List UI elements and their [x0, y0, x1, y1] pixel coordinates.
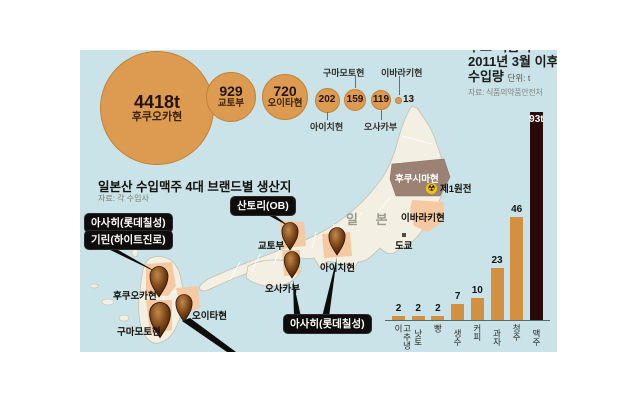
ibaraki-label: 이바라키현	[401, 213, 445, 224]
import-bubble: 720 오이타현	[262, 74, 308, 120]
bar-value-label: 46	[511, 203, 523, 215]
bar-value-label: 23	[491, 255, 503, 267]
bar-value-label: 7	[454, 291, 461, 303]
island	[101, 298, 115, 306]
island	[118, 314, 130, 322]
pin-fukuoka	[149, 266, 169, 298]
pin-kumamoto	[149, 302, 171, 339]
import-bubble: 929 교토부	[206, 72, 256, 122]
pin-oita	[175, 294, 193, 323]
pin-label-oita: 오이타현	[192, 311, 227, 322]
bubble-label-osaka: 오사카부	[364, 122, 398, 132]
tokyo-label: 도쿄	[395, 241, 413, 252]
bar-category-label: 빵	[432, 324, 443, 333]
bubble-label-kumamoto: 구마모토현	[323, 68, 365, 78]
bar-낫토	[411, 315, 425, 320]
bar-category-label: 고추냉이	[393, 324, 413, 350]
bar-category-label: 과자	[492, 329, 502, 346]
chart-title-clipped: 주요 식품의	[468, 50, 557, 55]
pin-aichi	[328, 227, 346, 256]
bar-value-label: 10	[471, 284, 483, 296]
bar-category-label: 청주	[511, 324, 522, 341]
fukushima-label: 후쿠시마현	[395, 174, 439, 185]
tokyo-marker	[402, 233, 406, 237]
bubble-label-aichi: 아이치현	[310, 122, 344, 132]
import-bubble: 202	[314, 87, 340, 113]
import-bubble: 159	[344, 89, 366, 111]
pin-kyoto	[281, 222, 299, 251]
bar-빵	[431, 315, 445, 320]
pin-label-kumamoto: 구마모토현	[117, 327, 161, 338]
brand-box-asahi-lotte-2: 아사히(롯데칠성)	[284, 315, 371, 333]
infographic-canvas: 4418t 후쿠오카현 929 교토부 720 오이타현 202 159 119 13 구마모토현…	[80, 50, 557, 352]
bubble-label-ibaraki: 이바라키현	[381, 68, 423, 78]
brand-box-asahi-lotte: 아사히(롯데칠성)	[85, 214, 172, 232]
bar-커피	[470, 297, 484, 320]
pin-label-osaka: 오사카부	[265, 284, 300, 295]
pin-label-aichi: 아이치현	[320, 263, 355, 274]
chart-title-line1: 2011년 3월 이후	[468, 53, 557, 69]
bar-value-label: 2	[395, 302, 402, 314]
bar-value-label: 93t	[529, 113, 544, 125]
pin-osaka	[283, 251, 301, 279]
callout-line	[355, 76, 356, 88]
chart-header: 주요 식품의 2011년 3월 이후 수입량 단위: t 자료: 식품의약품안전…	[468, 50, 557, 97]
ibaraki-region	[410, 200, 444, 232]
bar-chart-axis	[385, 320, 550, 321]
chart-unit: 단위: t	[507, 72, 531, 83]
map-source: 자료: 각 수입사	[98, 194, 149, 203]
callout-line	[399, 76, 400, 95]
bar-맥주	[529, 111, 543, 320]
location-pins	[149, 222, 346, 339]
bar-value-label: 2	[435, 302, 441, 314]
island	[89, 283, 99, 289]
nuclear-plant-marker: ☢ 제1원전	[426, 181, 472, 195]
map-title: 일본산 수입맥주 4대 브랜드별 생산지	[98, 180, 292, 194]
bar-category-label: 커피	[472, 324, 483, 341]
bubble-value-external: 13	[403, 94, 415, 105]
bar-고추냉이	[392, 315, 405, 320]
brand-box-suntory-ob: 산토리(OB)	[231, 197, 295, 215]
import-bubble	[394, 96, 402, 104]
bar-청주	[510, 216, 524, 320]
bar-category-label: 생수	[452, 329, 463, 346]
callout-wedges	[104, 214, 337, 352]
bar-과자	[490, 268, 504, 320]
pin-label-kyoto: 교토부	[258, 241, 285, 252]
import-bubble: 4418t 후쿠오카현	[100, 51, 214, 165]
chart-source: 자료: 식품의약품안전처	[468, 87, 543, 97]
chart-title-line2: 수입량 단위: t	[468, 68, 531, 84]
pin-label-fukuoka: 후쿠오카현	[113, 291, 157, 302]
brand-box-kirin-hite: 기린(하이트진로)	[85, 231, 172, 249]
radiation-icon: ☢	[426, 182, 437, 194]
country-label-japan: 일 본	[346, 212, 395, 227]
bar-category-label: 맥주	[531, 329, 542, 346]
plant-label: 제1원전	[440, 184, 472, 195]
bar-category-label: 낫토	[413, 329, 424, 346]
bar-생수	[451, 304, 465, 320]
bar-value-label: 2	[415, 302, 421, 314]
import-bubble: 119	[371, 90, 391, 110]
callout-line	[381, 110, 382, 120]
japan-map	[89, 105, 451, 352]
callout-line	[327, 112, 328, 120]
